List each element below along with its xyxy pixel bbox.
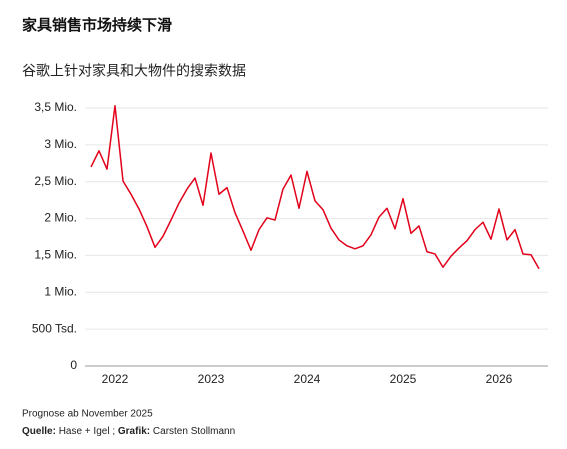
source-text: Hase + Igel ; [59, 426, 115, 437]
note: Prognose ab November 2025 [22, 409, 153, 420]
y-tick-label: 3 Mio. [44, 137, 77, 151]
x-tick-label: 2024 [294, 372, 321, 386]
y-tick-label: 500 Tsd. [32, 321, 77, 335]
line [90, 105, 540, 270]
graphic-text: Carsten Stollmann [153, 426, 235, 437]
chart-title: 家具销售市场持续下滑 [22, 16, 172, 34]
y-tick-label: 1,5 Mio. [34, 248, 77, 262]
y-tick-label: 2,5 Mio. [34, 174, 77, 188]
y-tick-label: 2 Mio. [44, 211, 77, 225]
y-tick-label: 0 [70, 358, 77, 372]
x-tick-label: 2026 [486, 372, 513, 386]
x-tick-label: 2025 [390, 372, 417, 386]
x-tick-label: 2022 [102, 372, 129, 386]
y-tick-label: 3,5 Mio. [34, 100, 77, 114]
source-label: Quelle: [22, 426, 56, 437]
chart-subtitle: 谷歌上针对家具和大物件的搜索数据 [22, 63, 246, 79]
graphic-label: Grafik: [118, 426, 150, 437]
source: Quelle: Hase + Igel ; Grafik: Carsten St… [22, 426, 235, 437]
y-tick-label: 1 Mio. [44, 284, 77, 298]
x-tick-label: 2023 [198, 372, 225, 386]
